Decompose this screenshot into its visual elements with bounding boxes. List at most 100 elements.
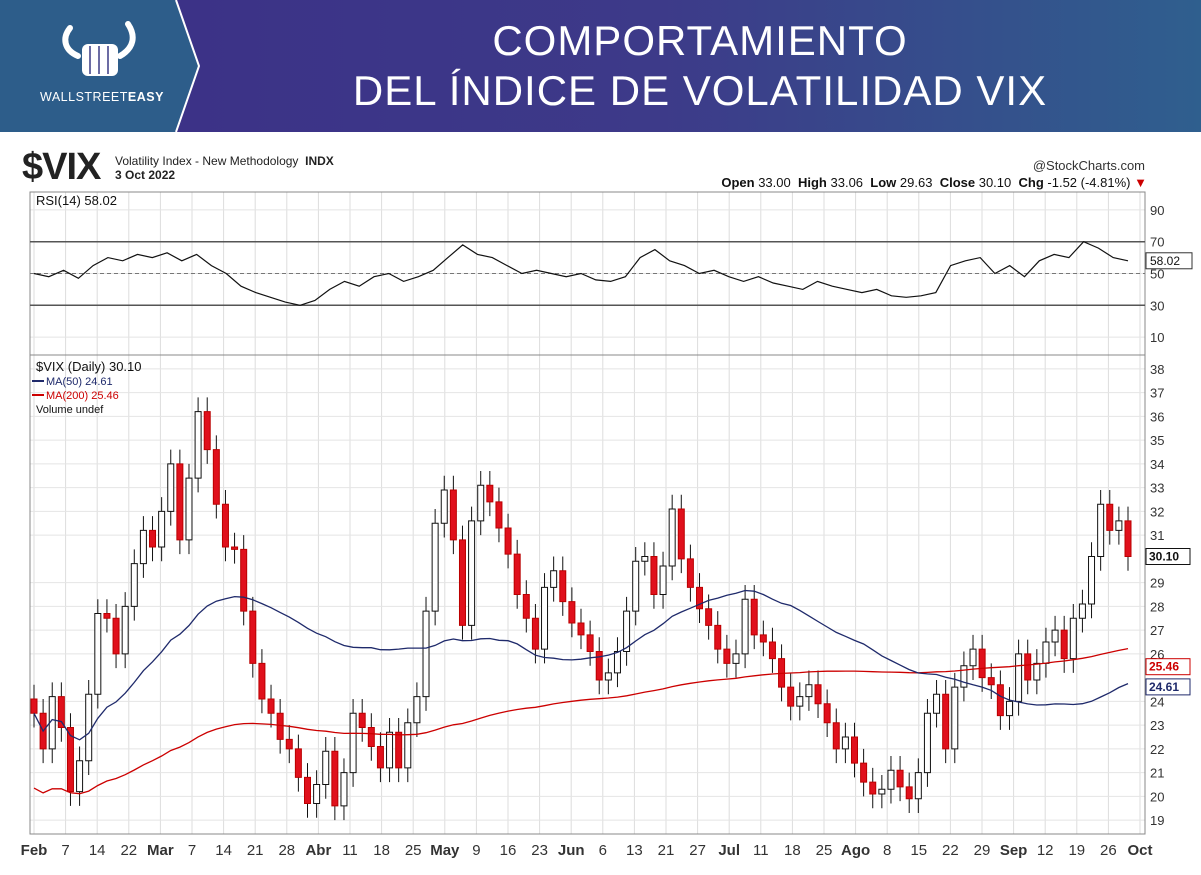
- x-tick-label: 26: [1100, 842, 1117, 859]
- high-label: High: [797, 175, 827, 190]
- x-tick-label: 15: [910, 842, 927, 859]
- x-tick-label: Sep: [1000, 842, 1028, 859]
- chart-credit: @StockCharts.com: [1032, 158, 1145, 173]
- candle-body: [641, 556, 649, 562]
- ma200-value-label: 25.46: [1149, 660, 1179, 674]
- candle-body: [431, 522, 439, 612]
- candle-body: [531, 617, 539, 650]
- candle-body: [741, 598, 749, 655]
- candle-body: [404, 722, 412, 769]
- ma50-line: [33, 589, 1129, 741]
- last-close-label: 30.10: [1149, 550, 1179, 564]
- candle-body: [395, 731, 403, 769]
- candle-body: [832, 722, 840, 750]
- candle-body: [814, 684, 822, 705]
- candle-body: [796, 696, 804, 707]
- candle-body: [249, 610, 257, 664]
- candle-body: [914, 772, 922, 800]
- price-panel: 38 37 36 35 34 33 32 31 29 28 27 26 24 23 22 21 20 19 30.1…: [30, 362, 1191, 828]
- candle-body: [304, 776, 311, 804]
- candle-body: [112, 617, 120, 655]
- candle-body: [978, 648, 986, 679]
- ma50-value-label: 24.61: [1149, 680, 1179, 694]
- candle-body: [1033, 662, 1041, 681]
- candle-body: [623, 610, 631, 652]
- low-value: 29.63: [899, 175, 933, 190]
- logo: WALLSTREETEASY: [0, 0, 180, 132]
- candle-body: [212, 449, 220, 505]
- price-legend-volume: Volume undef: [36, 404, 104, 416]
- rsi-tick-label: 70: [1150, 235, 1164, 250]
- ma200-value-label-box: [1145, 658, 1191, 676]
- candle-body: [787, 686, 795, 707]
- price-tick-label: 23: [1150, 718, 1164, 733]
- price-tick-label: 34: [1150, 457, 1164, 472]
- x-tick-label: 25: [405, 842, 422, 859]
- x-tick-label: 27: [689, 842, 706, 859]
- x-tick-label: 25: [816, 842, 833, 859]
- candle-body: [960, 665, 968, 688]
- candle-body: [240, 548, 248, 612]
- price-tick-label: 35: [1150, 433, 1164, 448]
- candle-body: [723, 648, 731, 664]
- candle-body: [923, 712, 931, 774]
- x-tick-label: May: [430, 842, 460, 859]
- candle-body: [513, 553, 521, 595]
- title-line-2: DEL ÍNDICE DE VOLATILIDAD VIX: [352, 67, 1048, 114]
- candle-body: [258, 662, 266, 700]
- candle-body: [458, 539, 466, 626]
- candle-body: [358, 712, 366, 728]
- x-tick-label: 16: [500, 842, 517, 859]
- candle-body: [176, 463, 184, 541]
- candle-body: [996, 684, 1004, 717]
- candle-body: [987, 677, 995, 686]
- price-panel-frame: [29, 354, 1146, 835]
- candle-body: [951, 686, 959, 750]
- price-tick-label: 38: [1150, 362, 1164, 377]
- candle-body: [823, 703, 831, 724]
- rsi-legend: RSI(14) 58.02: [36, 193, 117, 208]
- x-tick-label: 13: [626, 842, 643, 859]
- candle-body: [869, 781, 877, 795]
- candle-body: [367, 727, 375, 747]
- candle-body: [1069, 617, 1077, 660]
- x-tick-label: 6: [599, 842, 607, 859]
- x-tick-label: 23: [531, 842, 548, 859]
- price-legend-ma200: MA(200) 25.46: [46, 390, 119, 402]
- chg-value: -1.52 (-4.81%): [1047, 175, 1131, 190]
- candle-body: [550, 570, 558, 588]
- candle-body: [604, 672, 612, 681]
- x-tick-label: 7: [188, 842, 196, 859]
- price-tick-label: 19: [1150, 813, 1164, 828]
- low-label: Low: [870, 175, 897, 190]
- price-tick-label: 31: [1150, 528, 1164, 543]
- stockcharts-chart: $VIX Volatility Index - New Methodology …: [0, 132, 1201, 875]
- x-tick-label: 9: [472, 842, 480, 859]
- candle-body: [750, 598, 758, 636]
- candle-body: [30, 698, 38, 714]
- candle-body: [1124, 520, 1132, 557]
- candle-body: [231, 546, 239, 550]
- candle-body: [705, 608, 713, 626]
- candle-body: [732, 653, 740, 664]
- candle-body: [121, 605, 129, 655]
- chart-canvas: 90 70 50 30 10 58.02 38 37 36 35 34 33 32 31 29 28 27 26…: [21, 191, 1193, 859]
- price-legend-vix: $VIX (Daily) 30.10: [36, 359, 142, 374]
- candle-body: [896, 769, 904, 788]
- brand-light: WALLSTREET: [40, 90, 128, 104]
- x-tick-label: 14: [89, 842, 106, 859]
- price-tick-label: 24: [1150, 694, 1164, 709]
- ohlc-summary: Open 33.00 High 33.06 Low 29.63 Close 30…: [721, 175, 1147, 190]
- candle-body: [376, 746, 384, 769]
- candle-body: [294, 748, 302, 778]
- x-axis: Feb 7 14 22 Mar 7 14 21 28 Abr 11 18 25 May 9 16 23 Jun 6 1…: [21, 842, 1153, 859]
- candle-body: [76, 760, 84, 793]
- price-tick-label: 21: [1150, 766, 1164, 781]
- brand-bold: EASY: [127, 90, 164, 104]
- open-label: Open: [721, 175, 755, 190]
- candle-body: [805, 684, 813, 698]
- candle-body: [613, 651, 621, 674]
- x-tick-label: 8: [883, 842, 891, 859]
- x-tick-label: 28: [278, 842, 295, 859]
- rsi-current-label: 58.02: [1150, 254, 1180, 268]
